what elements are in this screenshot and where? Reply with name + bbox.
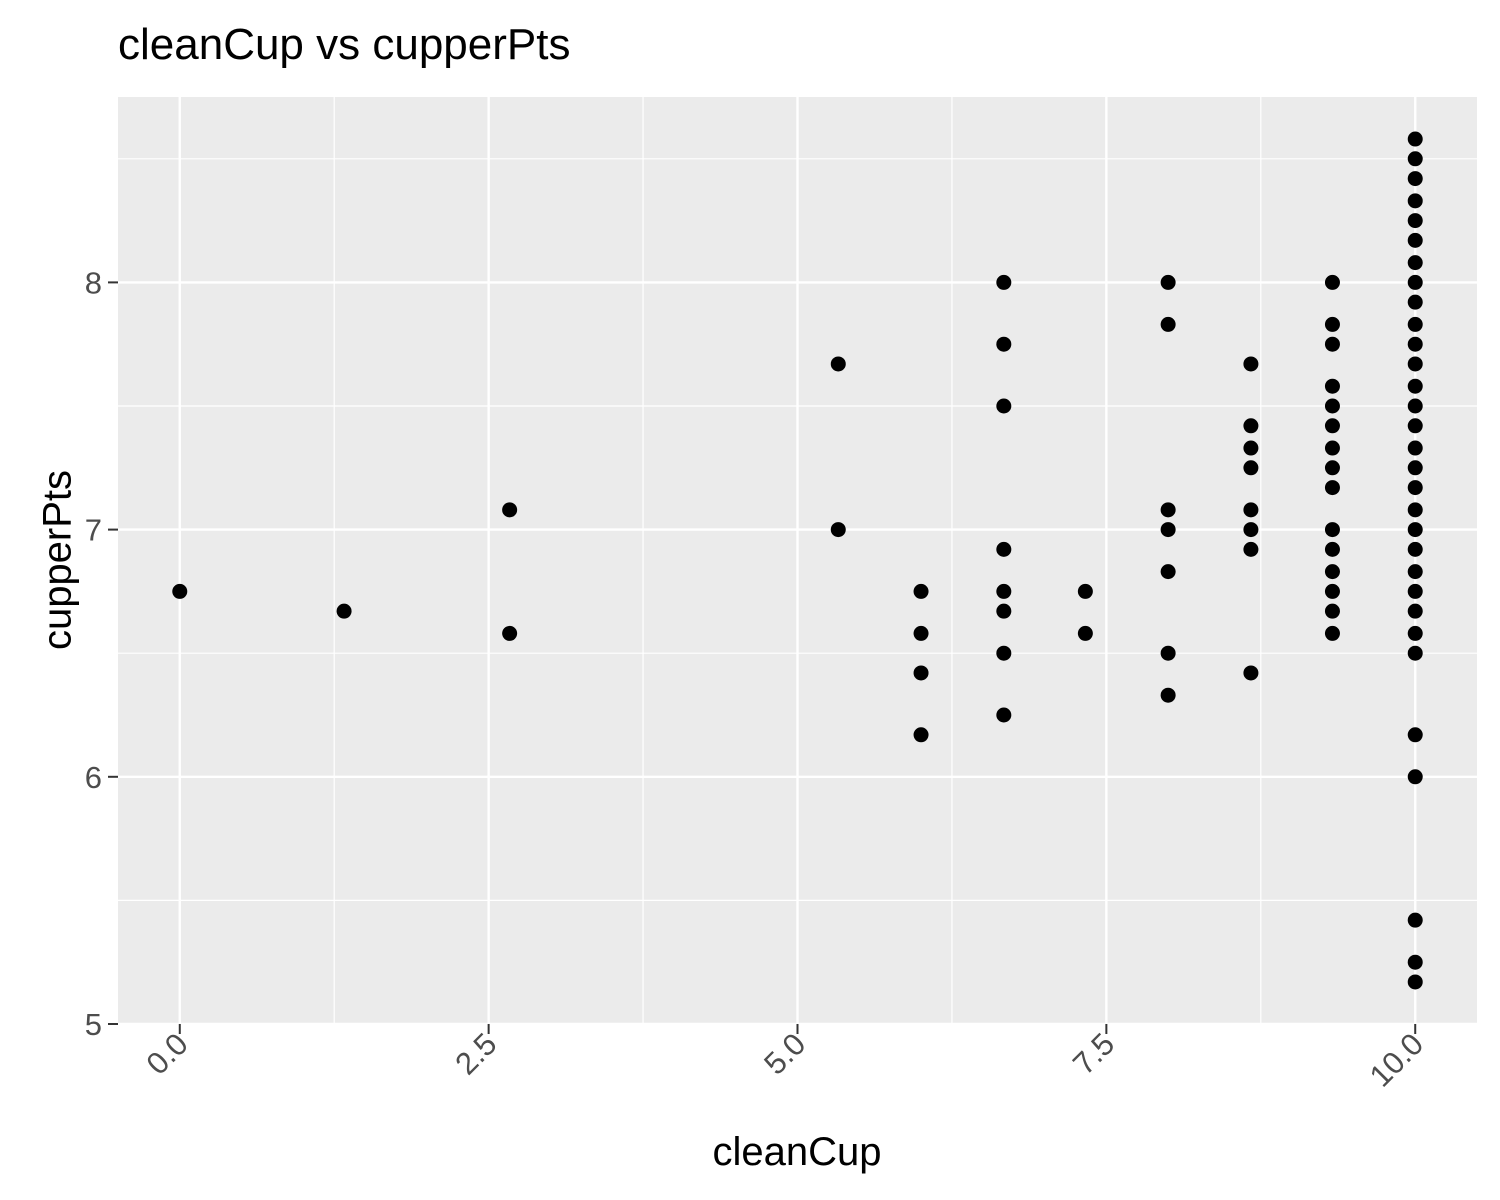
data-point bbox=[1324, 603, 1340, 619]
data-point bbox=[830, 356, 846, 372]
data-point bbox=[1407, 171, 1423, 187]
data-point bbox=[1407, 232, 1423, 248]
data-point bbox=[1324, 541, 1340, 557]
data-point bbox=[1243, 502, 1259, 518]
y-axis-label: cupperPts bbox=[35, 469, 80, 651]
data-point bbox=[1324, 460, 1340, 476]
data-point bbox=[1243, 522, 1259, 538]
data-point bbox=[1407, 583, 1423, 599]
data-point bbox=[1324, 398, 1340, 414]
data-point bbox=[1407, 564, 1423, 580]
data-point bbox=[1407, 336, 1423, 352]
data-point bbox=[1324, 440, 1340, 456]
data-point bbox=[1324, 583, 1340, 599]
data-point bbox=[1160, 687, 1176, 703]
data-point bbox=[1243, 418, 1259, 434]
data-point bbox=[1407, 398, 1423, 414]
data-point bbox=[1407, 522, 1423, 538]
data-point bbox=[1324, 522, 1340, 538]
y-tick-label: 8 bbox=[85, 265, 102, 300]
data-point bbox=[1407, 294, 1423, 310]
data-point bbox=[996, 398, 1012, 414]
data-point bbox=[1160, 522, 1176, 538]
data-point bbox=[1407, 316, 1423, 332]
data-point bbox=[913, 583, 929, 599]
data-point bbox=[1243, 440, 1259, 456]
data-point bbox=[1160, 645, 1176, 661]
data-point bbox=[1407, 131, 1423, 147]
data-point bbox=[1407, 440, 1423, 456]
chart-title: cleanCup vs cupperPts bbox=[118, 20, 571, 69]
data-point bbox=[996, 541, 1012, 557]
data-point bbox=[1077, 625, 1093, 641]
data-point bbox=[830, 522, 846, 538]
data-point bbox=[1243, 541, 1259, 557]
data-point bbox=[913, 665, 929, 681]
data-point bbox=[1407, 541, 1423, 557]
data-point bbox=[1160, 564, 1176, 580]
data-point bbox=[1407, 255, 1423, 271]
data-point bbox=[996, 707, 1012, 723]
data-point bbox=[1324, 336, 1340, 352]
data-point bbox=[1077, 583, 1093, 599]
data-point bbox=[913, 625, 929, 641]
data-point bbox=[502, 502, 518, 518]
data-point bbox=[1243, 356, 1259, 372]
data-point bbox=[1407, 378, 1423, 394]
data-point bbox=[172, 583, 188, 599]
data-point bbox=[1407, 727, 1423, 743]
data-point bbox=[1407, 274, 1423, 290]
data-point bbox=[996, 603, 1012, 619]
x-tick-label: 10.0 bbox=[1363, 1026, 1430, 1093]
data-point bbox=[996, 583, 1012, 599]
data-point bbox=[1407, 912, 1423, 928]
data-point bbox=[1160, 316, 1176, 332]
x-tick-label: 5.0 bbox=[757, 1026, 812, 1081]
data-point bbox=[1324, 418, 1340, 434]
data-point bbox=[1407, 356, 1423, 372]
data-point bbox=[1243, 665, 1259, 681]
data-point bbox=[913, 727, 929, 743]
data-point bbox=[1407, 460, 1423, 476]
x-tick-label: 7.5 bbox=[1066, 1026, 1121, 1081]
y-tick-label: 6 bbox=[85, 760, 102, 795]
data-point bbox=[1407, 974, 1423, 990]
data-point bbox=[502, 625, 518, 641]
data-point bbox=[996, 274, 1012, 290]
data-point bbox=[1324, 480, 1340, 496]
data-point bbox=[1407, 193, 1423, 209]
x-tick-label: 2.5 bbox=[448, 1026, 503, 1081]
data-point bbox=[1324, 625, 1340, 641]
data-point bbox=[1324, 378, 1340, 394]
data-point bbox=[1407, 625, 1423, 641]
data-point bbox=[996, 645, 1012, 661]
data-point bbox=[1160, 274, 1176, 290]
data-point bbox=[1407, 418, 1423, 434]
data-point bbox=[996, 336, 1012, 352]
x-axis-label: cleanCup bbox=[712, 1130, 882, 1174]
x-tick-label: 0.0 bbox=[139, 1026, 194, 1081]
data-point bbox=[336, 603, 352, 619]
data-point bbox=[1324, 274, 1340, 290]
data-point bbox=[1407, 213, 1423, 229]
data-point bbox=[1407, 502, 1423, 518]
data-point bbox=[1160, 502, 1176, 518]
data-point bbox=[1324, 316, 1340, 332]
data-point bbox=[1407, 769, 1423, 785]
data-point bbox=[1407, 954, 1423, 970]
data-point bbox=[1243, 460, 1259, 476]
y-tick-label: 5 bbox=[85, 1007, 102, 1042]
data-point bbox=[1407, 603, 1423, 619]
data-point bbox=[1407, 151, 1423, 167]
data-point bbox=[1407, 645, 1423, 661]
data-point bbox=[1324, 564, 1340, 580]
y-tick-label: 7 bbox=[85, 513, 102, 548]
data-point bbox=[1407, 480, 1423, 496]
